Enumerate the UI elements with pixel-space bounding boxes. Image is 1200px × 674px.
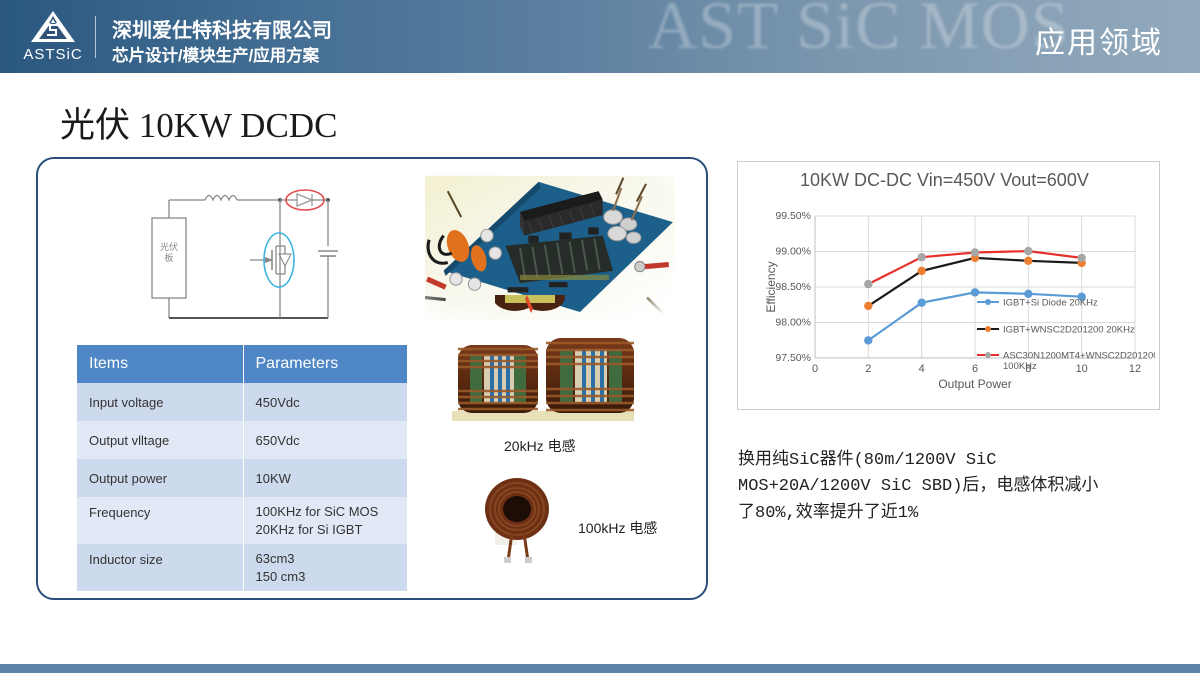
svg-text:IGBT+WNSC2D201200 20KHz: IGBT+WNSC2D201200 20KHz	[1003, 325, 1135, 336]
svg-text:光伏: 光伏	[160, 241, 178, 252]
svg-text:97.50%: 97.50%	[775, 352, 811, 364]
svg-text:Output Power: Output Power	[938, 377, 1011, 391]
svg-text:2: 2	[865, 363, 871, 375]
svg-text:98.50%: 98.50%	[775, 281, 811, 293]
svg-text:0: 0	[812, 363, 818, 375]
svg-text:99.50%: 99.50%	[775, 210, 811, 222]
svg-text:10: 10	[1076, 363, 1088, 375]
svg-text:板: 板	[164, 252, 173, 263]
svg-text:4: 4	[919, 363, 925, 375]
svg-text:99.00%: 99.00%	[775, 246, 811, 258]
svg-text:6: 6	[972, 363, 978, 375]
svg-text:100KHz: 100KHz	[1003, 361, 1037, 372]
svg-text:IGBT+Si Diode 20KHz: IGBT+Si Diode 20KHz	[1003, 298, 1098, 309]
svg-text:98.00%: 98.00%	[775, 317, 811, 329]
svg-text:Efficiency: Efficiency	[764, 261, 778, 312]
svg-text:ASC30N1200MT4+WNSC2D201200: ASC30N1200MT4+WNSC2D201200	[1003, 351, 1155, 362]
svg-text:12: 12	[1129, 363, 1141, 375]
